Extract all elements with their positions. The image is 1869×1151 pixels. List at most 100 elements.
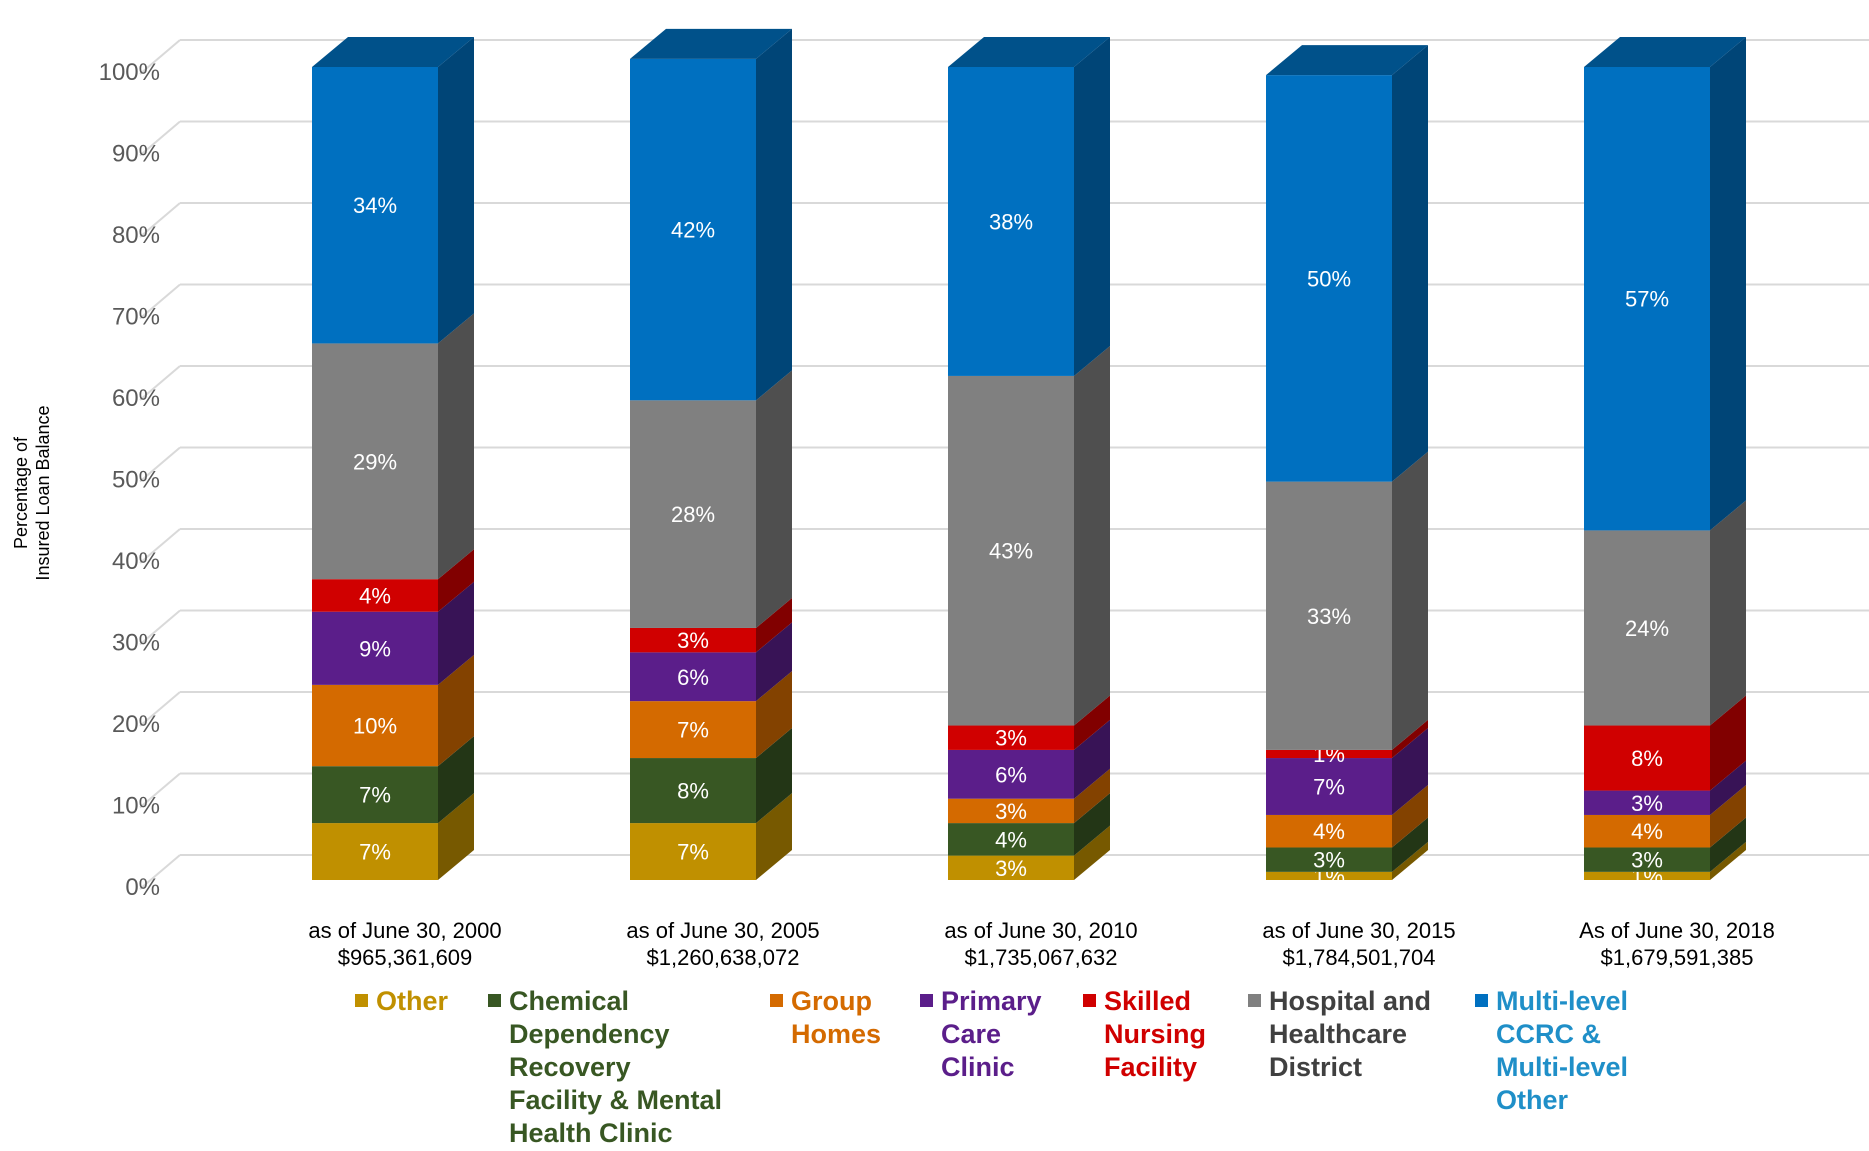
y-tick-label: 80% <box>112 222 160 249</box>
stacked-bar-chart: 0% 10% 20% 30% 40% 50% 60% 70% 80% 90% 100% Percen… <box>11 28 1869 970</box>
data-label: 4% <box>1313 819 1345 844</box>
legend-label: Other <box>376 986 449 1016</box>
x-category-label: $1,679,591,385 <box>1601 945 1754 970</box>
x-category-label: as of June 30, 2010 <box>944 918 1137 943</box>
bar-segment <box>312 823 438 880</box>
bar-segment <box>1584 725 1710 791</box>
data-label: 7% <box>1313 775 1345 800</box>
bar-segment-side <box>438 37 474 344</box>
legend-swatch <box>770 994 783 1007</box>
legend-item-other: Other <box>355 985 448 1018</box>
data-label: 10% <box>353 714 397 739</box>
bar-segment-side <box>756 28 792 401</box>
bar-segment <box>948 375 1074 726</box>
x-category-label: $965,361,609 <box>338 945 473 970</box>
legend-item-primary: Primary Care Clinic <box>920 985 1042 1084</box>
bar-stack: 7% 7% 10% 9% 4% 29% 34% <box>312 37 474 880</box>
gridline-side <box>139 283 181 320</box>
bar-stack: 1%3%4%7%1%33%50% <box>1266 45 1428 889</box>
data-label: 3% <box>995 856 1027 881</box>
legend-swatch <box>488 994 501 1007</box>
data-label: 38% <box>989 209 1033 234</box>
bar-segment-side <box>756 622 792 702</box>
legend-swatch <box>1475 994 1488 1007</box>
y-tick-label: 50% <box>112 467 160 494</box>
gridline-side <box>139 609 181 646</box>
legend-label: Group Homes <box>791 986 882 1049</box>
legend-label: Chemical Dependency Recovery Facility & Men… <box>509 986 723 1148</box>
x-category-label: $1,784,501,704 <box>1283 945 1436 970</box>
bar-segment-side <box>438 581 474 685</box>
bar-segment <box>1266 481 1392 750</box>
data-label: 3% <box>995 726 1027 751</box>
data-label: 7% <box>677 840 709 865</box>
bar-segment-side <box>1392 817 1428 872</box>
data-label: 6% <box>995 762 1027 787</box>
bar-segment-side <box>1074 768 1110 824</box>
bar-segment <box>630 58 756 401</box>
bar-segment <box>1584 847 1710 872</box>
legend-swatch <box>920 994 933 1007</box>
bar-top <box>948 37 1110 67</box>
data-label: 29% <box>353 449 397 474</box>
bar-segment <box>1266 814 1392 848</box>
data-label: 28% <box>671 502 715 527</box>
bar-stack: 7% 8% 7% 6% 3% 28% 42% <box>630 28 792 880</box>
legend-item-skilled: Skilled Nursing Facility <box>1083 985 1206 1084</box>
gridline-side <box>139 691 181 727</box>
data-label: 3% <box>995 799 1027 824</box>
y-tick-label: 70% <box>112 304 160 331</box>
data-label: 42% <box>671 218 715 243</box>
bar-segment-side <box>1074 695 1110 750</box>
data-label: 34% <box>353 193 397 218</box>
bar-segment <box>630 823 756 880</box>
bar-segment-side <box>1710 760 1746 815</box>
bar-segment <box>948 798 1074 824</box>
legend-label: Primary Care Clinic <box>941 986 1042 1082</box>
data-label: 4% <box>995 827 1027 852</box>
bar-segment-side <box>438 313 474 580</box>
legend-item-chemical: Chemical Dependency Recovery Facility & Men… <box>488 985 722 1150</box>
y-tick-label: 90% <box>112 141 160 168</box>
bar-segment <box>630 627 756 653</box>
bar-segment <box>1584 871 1710 880</box>
bar-segment <box>312 611 438 685</box>
bar-segment <box>1584 790 1710 815</box>
gridline-side <box>139 854 181 890</box>
bar-segment-side <box>1710 37 1746 531</box>
bar-segment-side <box>1074 793 1110 856</box>
data-label: 3% <box>1631 848 1663 873</box>
data-label: 8% <box>677 779 709 804</box>
y-axis-title-line1: Percentage of <box>11 436 31 549</box>
legend-item-group: Group Homes <box>770 985 881 1051</box>
bar-segment-side <box>438 793 474 880</box>
bar-segment-side <box>1392 451 1428 750</box>
bar-segment <box>1266 75 1392 482</box>
bar-segment-side <box>1710 500 1746 726</box>
bar-top <box>630 28 792 59</box>
data-label: 9% <box>359 636 391 661</box>
data-label: 4% <box>1631 819 1663 844</box>
y-tick-label: 100% <box>99 59 160 86</box>
bar-segment <box>630 701 756 759</box>
gridline-side <box>139 120 181 157</box>
legend-label: Hospital and Healthcare District <box>1269 986 1432 1082</box>
bar-top <box>312 37 474 67</box>
x-category-label: as of June 30, 2000 <box>308 918 501 943</box>
legend-swatch <box>1083 994 1096 1007</box>
legend: Other Chemical Dependency Recovery Facility … <box>355 985 1755 1148</box>
gridline-side <box>139 39 181 75</box>
legend-item-hospital: Hospital and Healthcare District <box>1248 985 1431 1084</box>
bar-top <box>1266 45 1428 76</box>
bar-segment-side <box>1392 728 1428 815</box>
bar-segment <box>312 579 438 612</box>
data-label: 7% <box>677 718 709 743</box>
bar-segment-side <box>1710 817 1746 872</box>
data-label: 3% <box>1313 848 1345 873</box>
x-category-label: $1,260,638,072 <box>647 945 800 970</box>
bar-stack: 3% 4% 3% 6% 3% 43% 38% <box>948 37 1110 881</box>
bar-segment <box>948 749 1074 799</box>
y-tick-label: 20% <box>112 711 160 738</box>
data-label: 3% <box>1631 791 1663 816</box>
data-label: 24% <box>1625 616 1669 641</box>
